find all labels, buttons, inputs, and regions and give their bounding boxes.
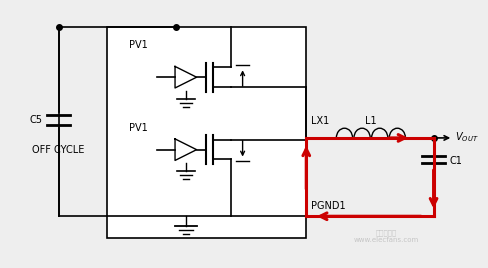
Text: PV1: PV1 [129,40,148,50]
Text: 电子发烧友
www.elecfans.com: 电子发烧友 www.elecfans.com [354,229,419,243]
Text: C1: C1 [449,157,462,166]
Bar [107,27,306,238]
Text: PV1: PV1 [129,123,148,133]
Text: OFF CYCLE: OFF CYCLE [32,145,84,155]
Text: L1: L1 [365,116,377,126]
Text: C5: C5 [30,115,43,125]
Text: PGND1: PGND1 [311,202,346,211]
Text: LX1: LX1 [311,116,329,126]
Text: $V_{OUT}$: $V_{OUT}$ [455,130,479,144]
